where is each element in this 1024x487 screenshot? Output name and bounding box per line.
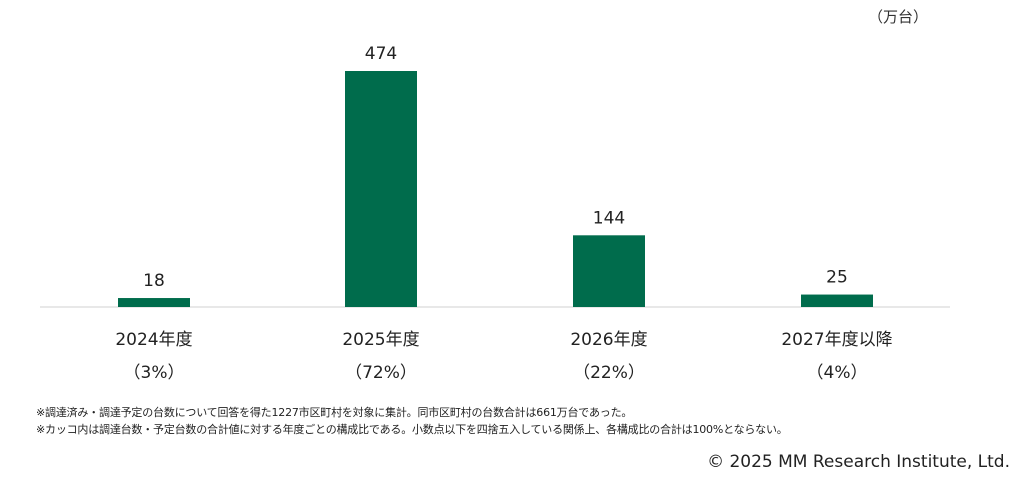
- x-tick-label: 2026年度: [570, 330, 647, 350]
- share-label: （72%）: [345, 363, 417, 383]
- share-label: （22%）: [573, 363, 645, 383]
- footnote: ※カッコ内は調達台数・予定台数の合計値に対する年度ごとの構成比である。小数点以下…: [36, 423, 788, 436]
- x-tick-label: 2027年度以降: [781, 330, 892, 350]
- unit-label: （万台）: [868, 8, 929, 26]
- bar-chart: 18 2024年度 （3%） 474 2025年度 （72%） 144 2026年度 （22%）…: [40, 44, 950, 383]
- x-tick-label: 2025年度: [342, 330, 419, 350]
- share-label: （3%）: [124, 363, 185, 383]
- bar: [118, 298, 190, 307]
- footnote: ※調達済み・調達予定の台数について回答を得た1227市区町村を対象に集計。同市区…: [36, 406, 633, 419]
- bar-value-label: 18: [143, 271, 165, 291]
- bar: [573, 235, 645, 307]
- bar: [345, 71, 417, 307]
- footnotes: ※調達済み・調達予定の台数について回答を得た1227市区町村を対象に集計。同市区…: [36, 404, 788, 438]
- bar-group: 18 2024年度 （3%） 474 2025年度 （72%） 144 2026年度 （22%）…: [115, 44, 892, 383]
- bar-value-label: 144: [593, 208, 625, 228]
- copyright-notice: © 2025 MM Research Institute, Ltd.: [707, 452, 1010, 472]
- share-label: （4%）: [807, 363, 868, 383]
- bar-value-label: 25: [826, 268, 848, 288]
- bar: [801, 294, 873, 307]
- bar-value-label: 474: [365, 44, 397, 64]
- x-tick-label: 2024年度: [115, 330, 192, 350]
